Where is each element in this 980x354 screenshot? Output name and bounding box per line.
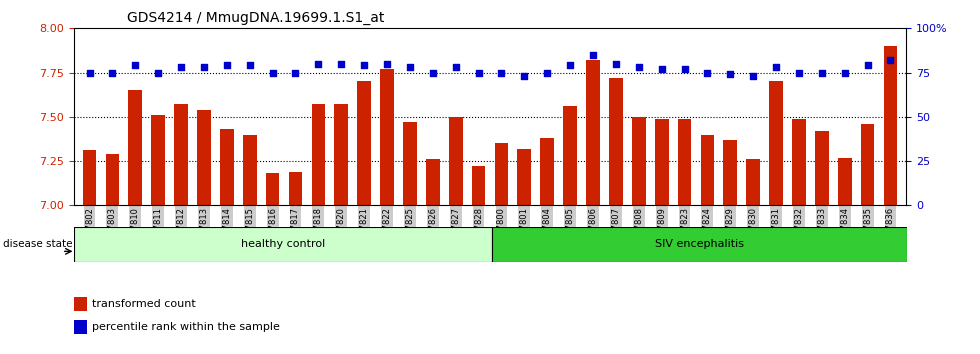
Point (265, 70, 280, 75)
Bar (220, 129, 233, 205)
Point (333, 61, 349, 67)
Bar (243, 135, 257, 205)
Point (631, 64, 647, 70)
Point (746, 73, 761, 79)
Bar (128, 90, 142, 205)
Bar (564, 106, 577, 205)
Bar (517, 149, 531, 205)
Bar (312, 104, 325, 205)
Point (402, 64, 417, 70)
Point (196, 64, 212, 70)
Bar (174, 104, 188, 205)
Bar (106, 154, 120, 205)
Point (448, 64, 464, 70)
Point (768, 64, 784, 70)
Bar (403, 122, 416, 205)
Point (173, 64, 189, 70)
Point (563, 63, 578, 68)
Bar (426, 159, 440, 205)
Text: GDS4214 / MmugDNA.19699.1.S1_at: GDS4214 / MmugDNA.19699.1.S1_at (127, 11, 385, 25)
Point (311, 61, 326, 67)
Point (814, 70, 830, 75)
Bar (609, 78, 622, 205)
Text: transformed count: transformed count (92, 299, 196, 309)
Text: SIV encephalitis: SIV encephalitis (655, 239, 744, 249)
Point (722, 72, 738, 77)
Bar (380, 69, 394, 205)
Bar (74, 227, 492, 262)
Point (470, 70, 486, 75)
Point (127, 63, 143, 68)
Bar (151, 115, 165, 205)
Bar (792, 119, 806, 205)
Point (81, 70, 97, 75)
Bar (358, 81, 371, 205)
Bar (769, 81, 783, 205)
Bar (74, 320, 87, 334)
Bar (655, 119, 668, 205)
Point (608, 61, 623, 67)
Point (357, 63, 372, 68)
Bar (701, 135, 714, 205)
Text: percentile rank within the sample: percentile rank within the sample (92, 322, 280, 332)
Point (654, 66, 669, 72)
Bar (838, 158, 852, 205)
Point (242, 63, 258, 68)
Point (676, 66, 692, 72)
Bar (495, 143, 509, 205)
Bar (884, 46, 898, 205)
Bar (449, 117, 463, 205)
Point (288, 70, 304, 75)
Bar (492, 227, 906, 262)
Bar (586, 60, 600, 205)
Bar (74, 297, 87, 311)
Text: disease state: disease state (3, 239, 73, 249)
Bar (82, 150, 96, 205)
Bar (266, 173, 279, 205)
Bar (815, 131, 829, 205)
Bar (289, 172, 303, 205)
Point (494, 70, 510, 75)
Bar (540, 138, 554, 205)
Bar (747, 159, 760, 205)
Bar (723, 140, 737, 205)
Point (425, 70, 441, 75)
Point (219, 63, 234, 68)
Point (883, 57, 899, 63)
Point (539, 70, 555, 75)
Point (150, 70, 166, 75)
Point (585, 52, 601, 58)
Point (859, 63, 875, 68)
Point (791, 70, 807, 75)
Bar (197, 110, 211, 205)
Point (379, 61, 395, 67)
Bar (860, 124, 874, 205)
Bar (334, 104, 348, 205)
Point (700, 70, 715, 75)
Point (837, 70, 853, 75)
Point (105, 70, 121, 75)
Text: healthy control: healthy control (241, 239, 325, 249)
Bar (632, 117, 646, 205)
Bar (471, 166, 485, 205)
Point (516, 73, 532, 79)
Bar (677, 119, 691, 205)
